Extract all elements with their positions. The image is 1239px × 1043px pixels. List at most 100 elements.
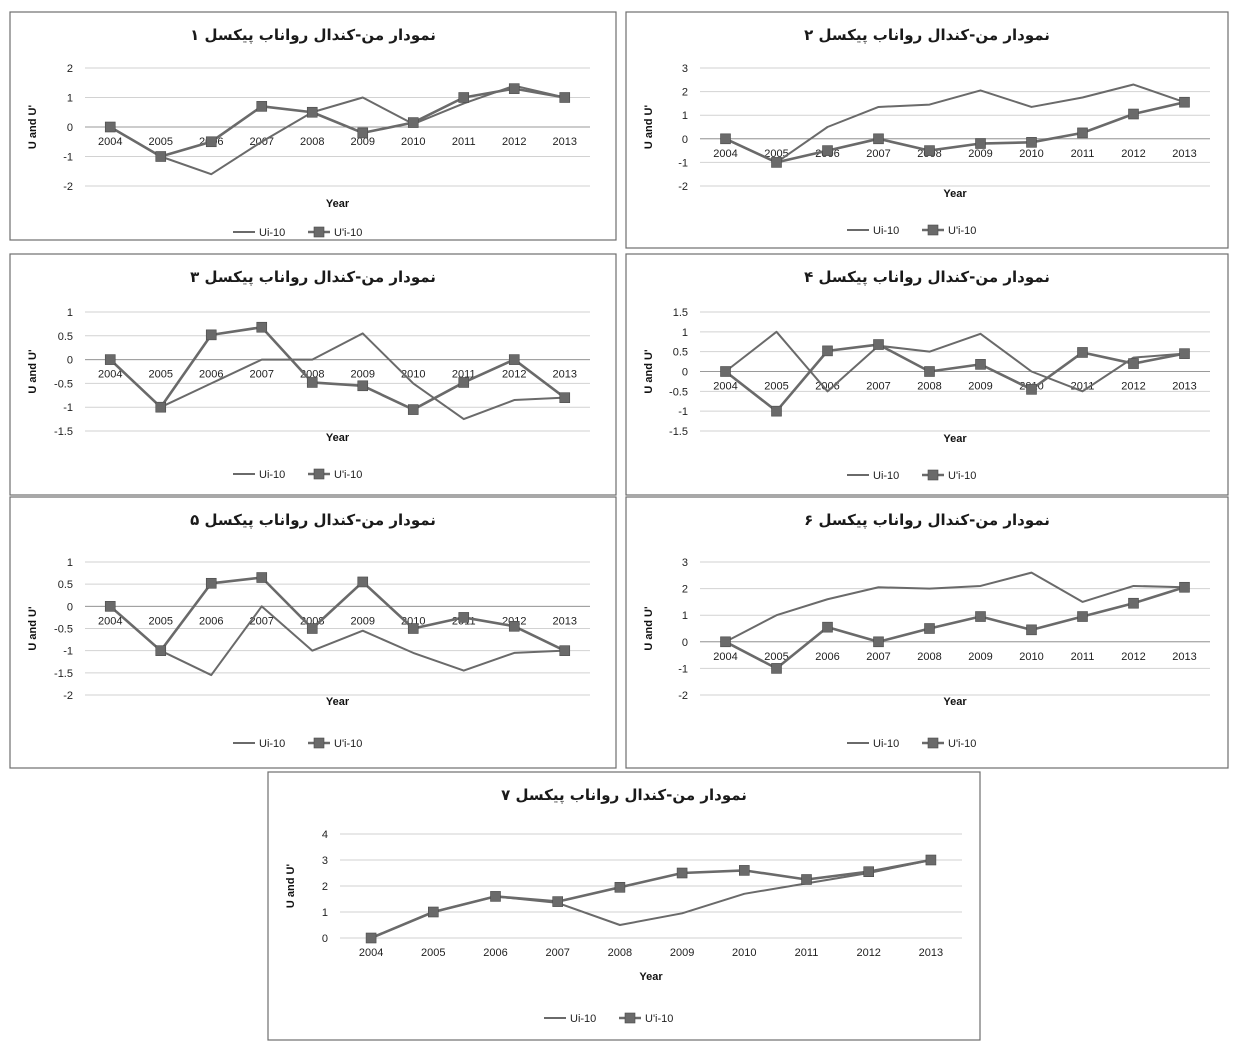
legend-label-u-prime: U'i-10	[334, 469, 362, 481]
x-tick-label: 2005	[764, 148, 788, 160]
data-point-u-prime	[1128, 108, 1139, 120]
data-point-u-prime	[104, 601, 116, 612]
chart-title: نمودار من-کندال رواناب پیکسل ۷	[501, 786, 747, 805]
data-point-u-prime	[508, 83, 520, 94]
data-point-u-prime	[614, 881, 626, 893]
data-point-u-prime	[104, 121, 116, 133]
y-axis-label: U and U'	[27, 349, 39, 394]
y-tick-label: 1.5	[673, 307, 688, 319]
data-point-u-prime	[822, 621, 833, 633]
x-tick-label: 2010	[1019, 651, 1043, 663]
y-tick-label: 0	[682, 134, 688, 146]
x-tick-label: 2009	[351, 369, 375, 381]
data-point-u-prime	[357, 576, 369, 588]
x-tick-label: 2012	[502, 369, 526, 381]
x-axis-label: Year	[326, 696, 350, 708]
y-axis-label: U and U'	[643, 606, 655, 651]
x-tick-label: 2013	[553, 369, 577, 381]
series-line-u-prime	[724, 100, 1185, 164]
y-axis-label: U and U'	[643, 349, 655, 394]
x-tick-label: 2005	[149, 369, 173, 381]
legend-u-prime-marker	[624, 1012, 636, 1024]
data-point-u-prime	[1179, 348, 1190, 359]
data-point-u-prime	[975, 359, 986, 370]
legend-u-prime-marker	[313, 226, 325, 238]
x-axis-label: Year	[326, 198, 350, 210]
x-axis-label: Year	[326, 432, 350, 444]
data-point-u-prime	[306, 106, 318, 118]
x-tick-label: 2005	[764, 381, 788, 393]
x-tick-label: 2009	[968, 381, 992, 393]
y-tick-label: 1	[322, 907, 328, 919]
data-point-u-prime	[559, 645, 571, 656]
data-point-u-prime	[357, 380, 369, 392]
y-tick-label: -2	[678, 690, 688, 702]
data-point-u-prime	[1179, 581, 1190, 593]
data-point-u-prime	[306, 377, 318, 388]
chart-panel-7: نمودار من-کندال رواناب پیکسل ۷ 0 1 2 3 4 2004 2…	[267, 771, 981, 1041]
x-tick-label: 2005	[764, 651, 788, 663]
y-axis-label: U and U'	[27, 606, 39, 651]
data-point-u-prime	[822, 145, 833, 156]
legend-label-ui: Ui-10	[873, 470, 899, 482]
y-tick-label: -1	[678, 157, 688, 169]
y-tick-label: -0.5	[669, 386, 688, 398]
series-line-u-prime	[724, 586, 1185, 670]
data-point-u-prime	[205, 136, 217, 148]
x-tick-label: 2011	[1071, 148, 1095, 160]
y-tick-label: -1	[63, 402, 73, 414]
y-tick-label: 2	[322, 881, 328, 893]
x-tick-label: 2012	[856, 947, 880, 959]
x-tick-label: 2009	[968, 148, 992, 160]
series-line-u-prime	[109, 87, 565, 158]
data-point-u-prime	[458, 377, 470, 388]
y-tick-label: 3	[682, 557, 688, 569]
x-tick-label: 2008	[608, 947, 632, 959]
legend-label-u-prime: U'i-10	[334, 227, 362, 239]
x-tick-label: 2005	[149, 136, 173, 148]
data-point-u-prime	[676, 867, 688, 879]
y-tick-label: -0.5	[54, 378, 73, 390]
panel-frame	[9, 11, 617, 241]
x-tick-label: 2013	[553, 136, 577, 148]
chart-title: نمودار من-کندال رواناب پیکسل ۵	[190, 511, 436, 530]
data-point-u-prime	[256, 572, 268, 583]
data-point-u-prime	[256, 101, 268, 112]
y-axis-label: U and U'	[285, 864, 297, 909]
y-tick-label: 0	[67, 122, 73, 134]
x-tick-label: 2007	[545, 947, 569, 959]
y-tick-label: 0	[682, 637, 688, 649]
legend-label-ui: Ui-10	[259, 469, 285, 481]
y-tick-label: -1.5	[54, 426, 73, 438]
y-tick-label: 2	[682, 584, 688, 596]
data-point-u-prime	[205, 329, 217, 341]
x-tick-label: 2012	[1121, 148, 1145, 160]
y-tick-label: 0.5	[58, 579, 73, 591]
data-point-u-prime	[863, 866, 875, 878]
x-tick-label: 2011	[795, 947, 819, 959]
legend-u-prime-marker	[927, 469, 939, 481]
series-line-u-prime	[370, 858, 932, 940]
x-tick-label: 2006	[815, 651, 839, 663]
x-tick-label: 2008	[300, 136, 324, 148]
data-point-u-prime	[559, 392, 571, 403]
x-tick-label: 2011	[1071, 651, 1095, 663]
data-point-u-prime	[1179, 96, 1190, 108]
x-tick-label: 2008	[917, 651, 941, 663]
data-point-u-prime	[771, 405, 782, 417]
data-point-u-prime	[458, 612, 470, 623]
y-tick-label: -2	[63, 181, 73, 193]
data-point-u-prime	[720, 133, 731, 145]
data-point-u-prime	[873, 636, 884, 648]
x-tick-label: 2009	[351, 615, 375, 627]
data-point-u-prime	[365, 932, 377, 944]
y-tick-label: 1	[682, 610, 688, 622]
y-tick-label: 1	[682, 110, 688, 122]
legend-label-u-prime: U'i-10	[948, 225, 976, 237]
legend-label-u-prime: U'i-10	[334, 738, 362, 750]
data-point-u-prime	[873, 339, 884, 350]
chart-panel-4: نمودار من-کندال رواناب پیکسل ۴ -1.5 -1 -0.5…	[625, 253, 1229, 496]
y-tick-label: 3	[682, 63, 688, 75]
y-tick-label: 0	[682, 367, 688, 379]
y-tick-label: 1	[67, 93, 73, 105]
